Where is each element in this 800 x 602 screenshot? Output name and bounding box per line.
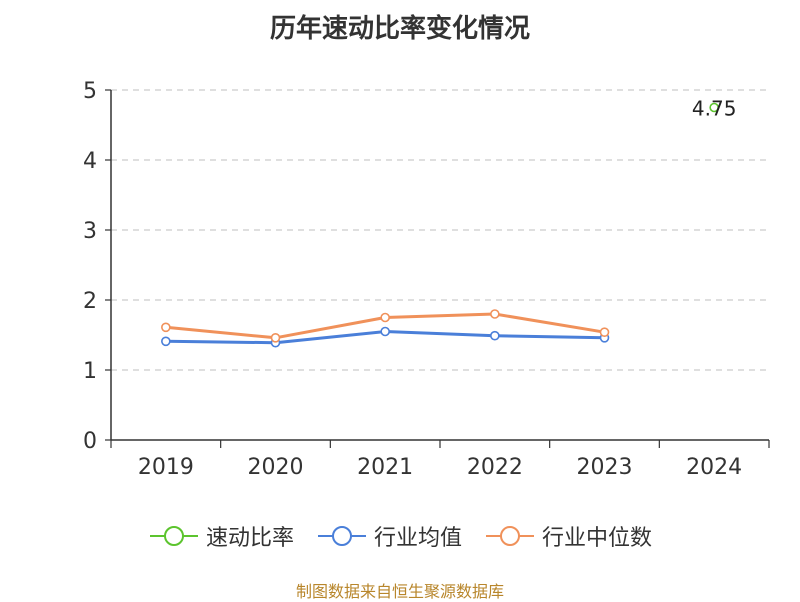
legend-label-industry-mean: 行业均值	[373, 526, 462, 551]
legend-item-quick-ratio[interactable]: 速动比率	[148, 520, 294, 552]
data-point-s1-2019	[161, 336, 171, 347]
chart-title: 历年速动比率变化情况	[269, 14, 530, 44]
data-label-s0-2024: 4.75	[692, 97, 737, 121]
legend-industry-median-icon	[486, 526, 534, 546]
y-tick-label-3: 3	[83, 219, 97, 244]
legend: 速动比率 行业均值 行业中位数	[0, 520, 800, 552]
y-tick-label-4: 4	[83, 149, 97, 174]
data-point-s2-2021	[380, 312, 390, 323]
data-point-s2-2020	[270, 332, 281, 343]
data-point-s2-2019	[161, 322, 171, 333]
x-tick-label-2022: 2022	[467, 455, 523, 480]
x-tick-label-2019: 2019	[138, 455, 194, 480]
data-source: 制图数据来自恒生聚源数据库	[295, 582, 504, 601]
data-point-s0-2024	[709, 102, 719, 113]
y-tick-label-0: 0	[83, 429, 97, 454]
legend-industry-mean-icon	[317, 526, 366, 546]
x-tick-label-2020: 2020	[248, 455, 304, 480]
data-point-s1-2022	[490, 330, 500, 341]
line-chart: 0 1 2 3 4 5 2019 2020 2021 2022 2023 2024 4.75	[83, 79, 770, 480]
data-point-s2-2023	[599, 327, 610, 338]
legend-item-industry-mean[interactable]: 行业均值	[316, 520, 462, 552]
y-tick-label-5: 5	[83, 79, 97, 104]
data-point-s1-2021	[380, 326, 390, 337]
data-point-s2-2022	[490, 309, 500, 319]
legend-label-quick-ratio: 速动比率	[205, 526, 294, 551]
y-tick-label-2: 2	[83, 289, 97, 314]
legend-label-industry-median: 行业中位数	[542, 526, 653, 551]
legend-quick-ratio-icon	[149, 526, 198, 546]
x-tick-label-2021: 2021	[357, 455, 413, 480]
y-tick-label-1: 1	[83, 359, 97, 384]
x-tick-label-2023: 2023	[577, 455, 633, 480]
x-tick-label-2024: 2024	[686, 455, 742, 480]
legend-item-industry-median[interactable]: 行业中位数	[484, 520, 652, 552]
